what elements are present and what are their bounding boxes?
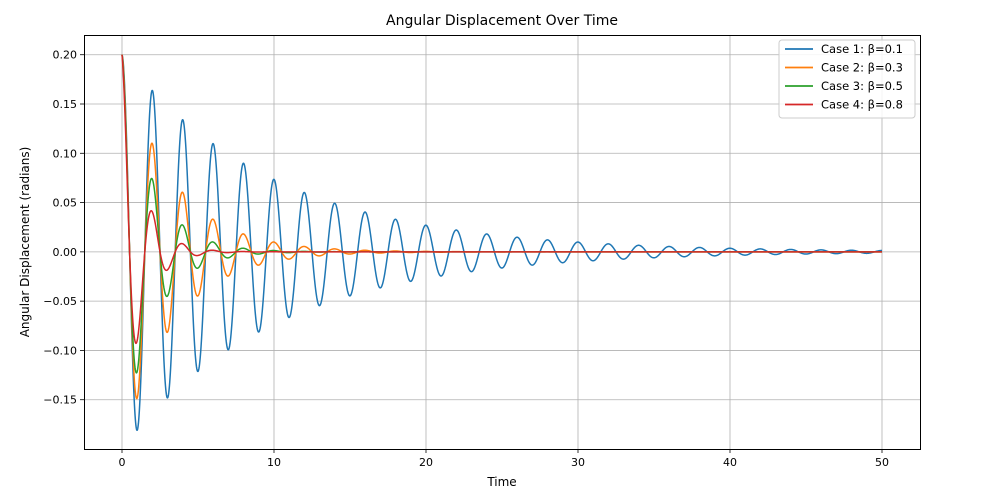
- x-tick-label: 20: [419, 456, 433, 469]
- x-tick-label: 10: [267, 456, 281, 469]
- y-tick-label: 0.05: [53, 197, 78, 210]
- y-tick-label: 0.15: [53, 98, 78, 111]
- x-tick-label: 50: [875, 456, 889, 469]
- y-axis-label: Angular Displacement (radians): [18, 147, 32, 338]
- y-tick-label: 0.20: [53, 49, 78, 62]
- x-axis-ticks: 0 10 20 30 40 50: [119, 449, 889, 469]
- plot-series: [121, 54, 883, 431]
- legend: Case 1: β=0.1 Case 2: β=0.3 Case 3: β=0.5 C…: [778, 39, 916, 119]
- legend-entry: Case 4: β=0.8: [821, 98, 903, 112]
- x-axis-label: Time: [486, 475, 516, 489]
- y-tick-label: −0.15: [43, 394, 77, 407]
- x-tick-label: 40: [723, 456, 737, 469]
- y-tick-label: 0.00: [53, 246, 78, 259]
- legend-entry: Case 3: β=0.5: [821, 79, 903, 93]
- x-tick-label: 30: [571, 456, 585, 469]
- series-line: [121, 54, 883, 400]
- legend-entry: Case 1: β=0.1: [821, 42, 903, 56]
- chart-title: Angular Displacement Over Time: [386, 13, 618, 29]
- x-tick-label: 0: [119, 456, 126, 469]
- series-line: [121, 54, 883, 374]
- legend-entry: Case 2: β=0.3: [821, 61, 903, 75]
- y-tick-label: 0.10: [53, 147, 78, 160]
- series-line: [121, 54, 883, 431]
- plot-frame: [84, 35, 921, 450]
- y-tick-label: −0.10: [43, 344, 77, 357]
- legend-box: [778, 39, 916, 119]
- y-tick-label: −0.05: [43, 295, 77, 308]
- y-axis-ticks: 0.20 0.15 0.10 0.05 0.00 −0.05 −0.10 −0.15: [43, 49, 84, 407]
- series-line: [121, 54, 883, 345]
